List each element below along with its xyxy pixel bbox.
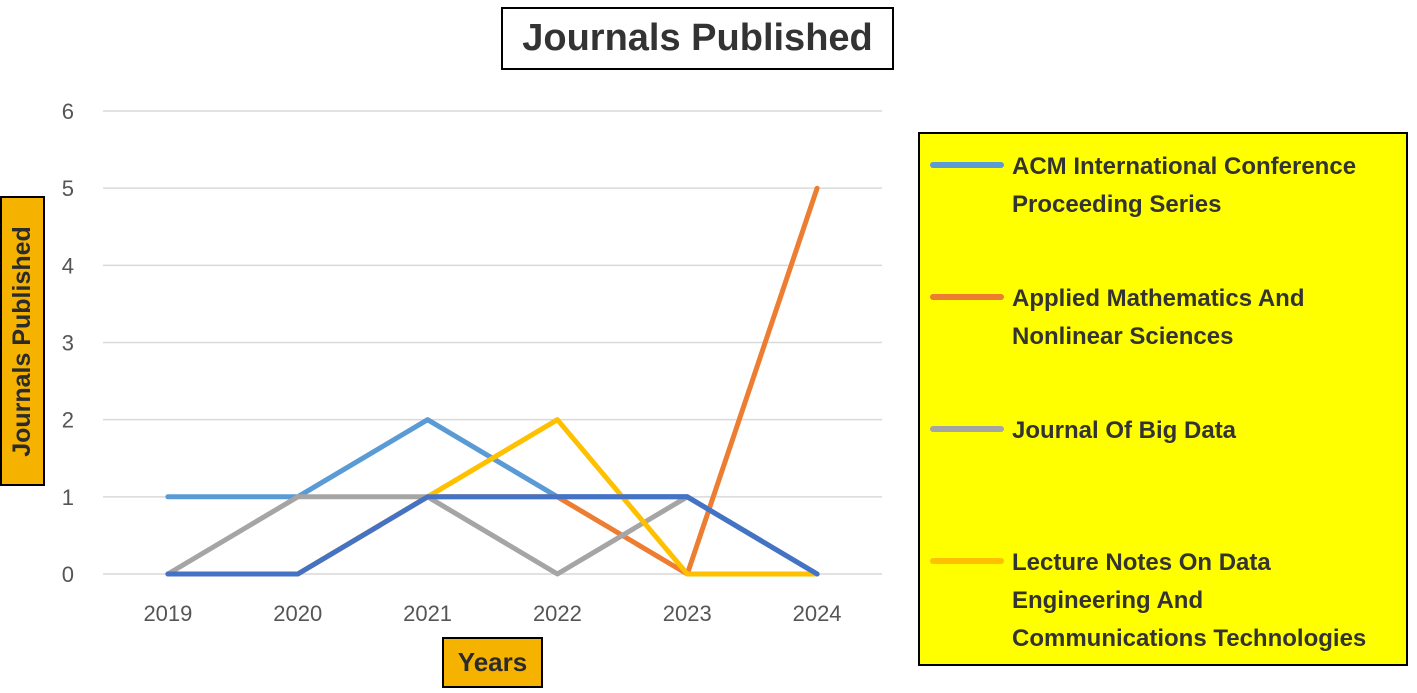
y-tick-label: 5: [62, 176, 74, 201]
legend-swatch-applied-math: [930, 294, 1004, 300]
legend-item-lecture-notes: Lecture Notes On Data Engineering And Co…: [930, 544, 1402, 658]
y-tick-label: 3: [62, 331, 74, 356]
legend-label-lecture-notes: Lecture Notes On Data Engineering And Co…: [1012, 549, 1367, 652]
x-tick-label: 2021: [403, 601, 452, 626]
legend-label-big-data: Journal Of Big Data: [1012, 417, 1237, 444]
legend: ACM International Conference Proceeding …: [918, 132, 1408, 666]
y-tick-label: 6: [62, 99, 74, 124]
legend-swatch-acm: [930, 162, 1004, 168]
x-tick-label: 2023: [663, 601, 712, 626]
legend-label-applied-math: Applied Mathematics And Nonlinear Scienc…: [1012, 285, 1305, 350]
x-tick-label: 2022: [533, 601, 582, 626]
x-tick-label: 2024: [793, 601, 842, 626]
x-axis-label: Years: [442, 637, 543, 688]
y-tick-label: 1: [62, 485, 74, 510]
y-axis-label: Journals Published: [8, 225, 37, 457]
series-line-4: [165, 494, 820, 577]
series-line-2: [165, 494, 820, 577]
x-tick-labels: 2019 2020 2021 2022 2023 2024: [143, 601, 841, 626]
y-tick-label: 2: [62, 408, 74, 433]
legend-item-applied-math: Applied Mathematics And Nonlinear Scienc…: [930, 280, 1402, 356]
legend-item-big-data: Journal Of Big Data: [930, 412, 1402, 450]
x-tick-label: 2019: [143, 601, 192, 626]
legend-swatch-lecture-notes: [930, 558, 1004, 564]
plot-area: 0 1 2 3 4 5 6 2019 2020 2021 2022 2023 2024: [62, 99, 882, 626]
y-axis-label-box: Journals Published: [0, 196, 45, 486]
legend-item-acm: ACM International Conference Proceeding …: [930, 148, 1402, 224]
chart-title: Journals Published: [501, 7, 894, 70]
y-tick-label: 0: [62, 562, 74, 587]
x-tick-label: 2020: [273, 601, 322, 626]
legend-swatch-big-data: [930, 426, 1004, 432]
series-lines: [165, 185, 820, 577]
y-tick-label: 4: [62, 253, 74, 278]
y-tick-labels: 0 1 2 3 4 5 6: [62, 99, 74, 587]
legend-label-acm: ACM International Conference Proceeding …: [1012, 153, 1357, 218]
